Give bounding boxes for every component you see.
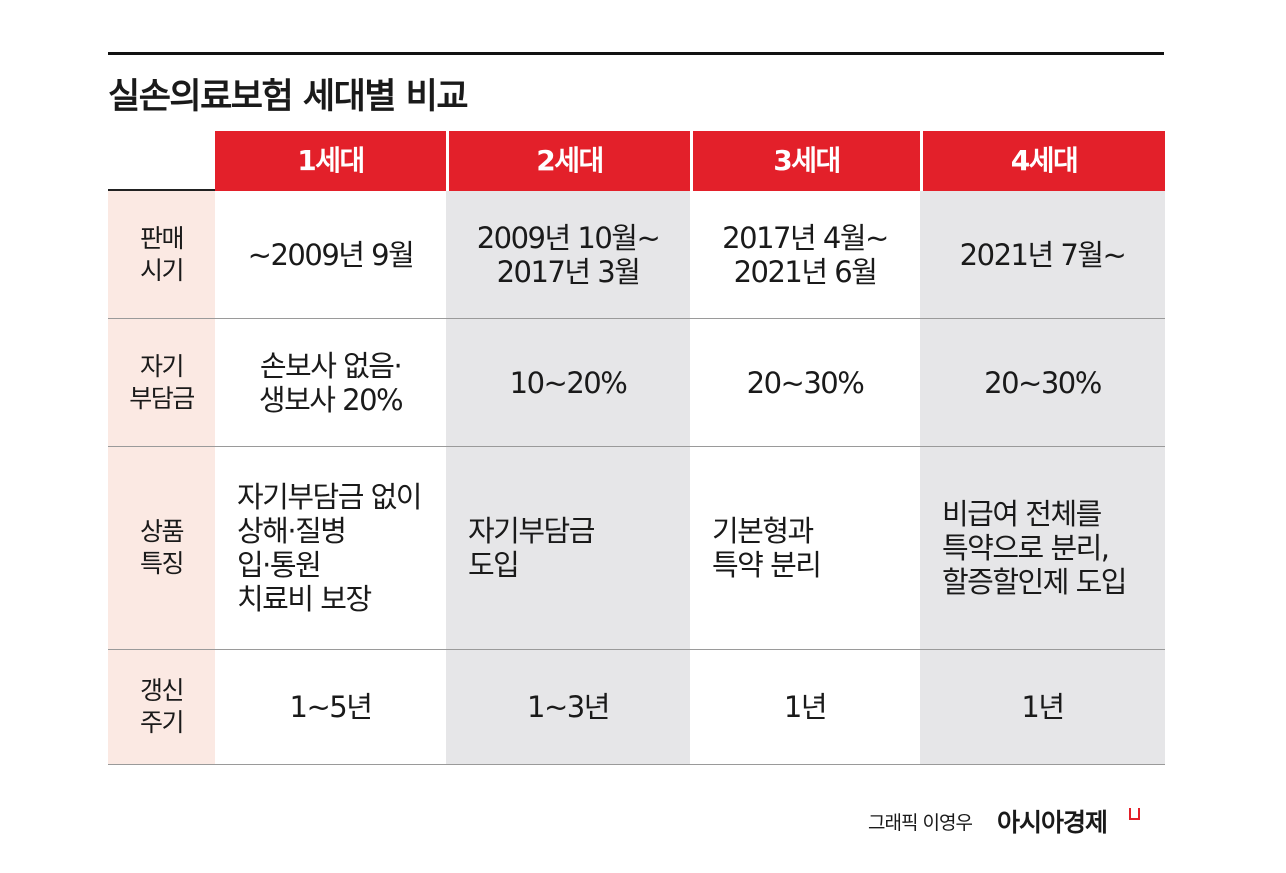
column-header: 3세대 [690,131,920,191]
table-cell: 2017년 4월~ 2021년 6월 [690,191,920,319]
table-cell: 손보사 없음· 생보사 20% [215,319,446,447]
table-cell: 20~30% [690,319,920,447]
table-cell: 2021년 7월~ [920,191,1165,319]
column-header: 4세대 [920,131,1165,191]
row-label: 판매 시기 [108,191,215,319]
title: 실손의료보험 세대별 비교 [108,77,469,117]
credit: 그래픽 이영우 [868,812,973,834]
table-cell: ~2009년 9월 [215,191,446,319]
table-cell: 1~5년 [215,650,446,765]
table-cell: 2009년 10월~ 2017년 3월 [446,191,690,319]
column-header: 1세대 [215,131,446,191]
table-cell: 기본형과 특약 분리 [690,447,920,650]
table-cell: 1년 [920,650,1165,765]
table-cell: 비급여 전체를 특약으로 분리, 할증할인제 도입 [920,447,1165,650]
row-label: 갱신 주기 [108,650,215,765]
table-cell: 20~30% [920,319,1165,447]
logo-mark [1129,808,1140,820]
column-header: 2세대 [446,131,690,191]
table-cell: 1년 [690,650,920,765]
table-cell: 10~20% [446,319,690,447]
row-label: 상품 특징 [108,447,215,650]
table-cell: 자기부담금 도입 [446,447,690,650]
logo: 아시아경제 [997,808,1108,837]
top-rule [108,52,1164,55]
row-label: 자기 부담금 [108,319,215,447]
table-cell: 자기부담금 없이 상해·질병 입·통원 치료비 보장 [215,447,446,650]
corner-cell [108,131,215,191]
table-cell: 1~3년 [446,650,690,765]
